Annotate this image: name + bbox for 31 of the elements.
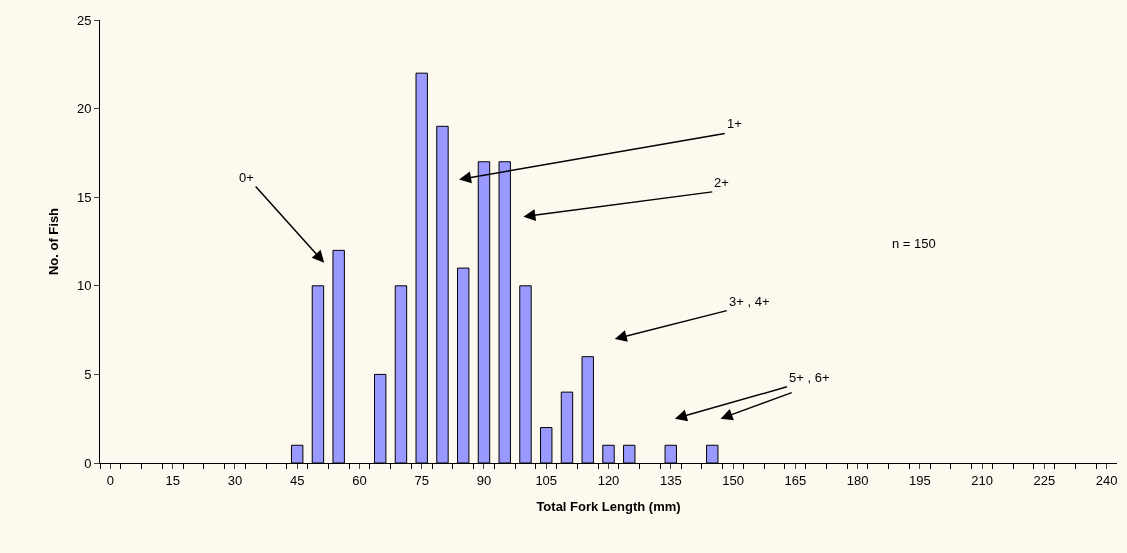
y-tick-label: 5 — [84, 366, 92, 382]
annotation: 2+ — [714, 175, 729, 190]
annotation: 0+ — [239, 170, 254, 185]
annotation: 1+ — [727, 116, 742, 131]
x-tick-label: 180 — [846, 472, 869, 488]
annotation: n = 150 — [892, 236, 936, 251]
x-tick-label: 195 — [908, 472, 931, 488]
x-tick-label: 150 — [722, 472, 744, 488]
annotation: 5+ , 6+ — [789, 370, 830, 385]
x-tick-label: 60 — [352, 472, 367, 488]
x-tick-label: 120 — [597, 472, 620, 488]
y-tick-label: 10 — [76, 278, 92, 294]
x-tick-label: 75 — [414, 472, 429, 488]
x-tick-label: 45 — [289, 472, 305, 488]
x-tick-label: 15 — [165, 472, 180, 488]
annotation: 3+ , 4+ — [729, 294, 770, 309]
x-tick-label: 30 — [227, 472, 243, 488]
x-tick-label: 105 — [535, 472, 558, 488]
x-tick-label: 90 — [476, 472, 492, 488]
y-tick-label: 15 — [76, 189, 92, 205]
x-tick-label: 165 — [784, 472, 807, 488]
y-tick-label: 0 — [84, 455, 92, 471]
x-tick-label: 135 — [659, 472, 682, 488]
x-tick-label: 0 — [106, 472, 114, 488]
x-tick-label: 225 — [1033, 472, 1056, 488]
x-tick-label: 240 — [1095, 472, 1118, 488]
y-tick-label: 25 — [76, 12, 92, 28]
y-axis-title: No. of Fish — [45, 207, 61, 276]
x-axis-title: Total Fork Length (mm) — [536, 499, 681, 515]
x-tick-label: 210 — [971, 472, 993, 488]
y-tick-label: 20 — [76, 101, 92, 117]
